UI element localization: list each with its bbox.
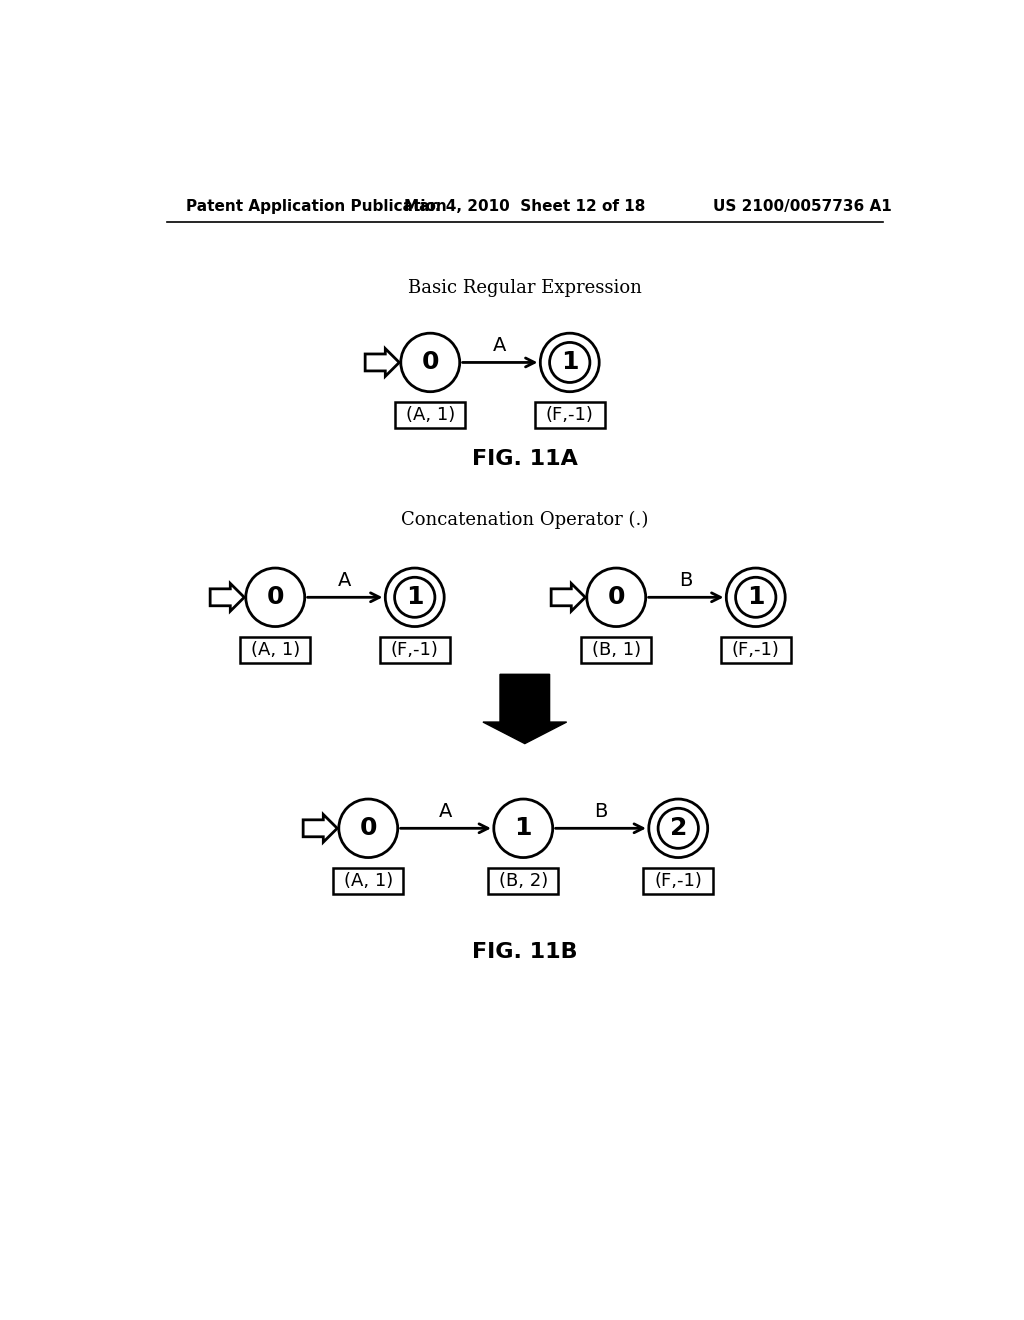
Text: A: A <box>494 335 507 355</box>
Circle shape <box>587 568 646 627</box>
Text: 1: 1 <box>746 585 765 610</box>
FancyBboxPatch shape <box>380 636 450 663</box>
Text: (A, 1): (A, 1) <box>406 405 455 424</box>
Text: (F,-1): (F,-1) <box>732 640 779 659</box>
Polygon shape <box>551 583 586 611</box>
Circle shape <box>246 568 305 627</box>
FancyBboxPatch shape <box>535 401 604 428</box>
Text: 1: 1 <box>514 816 532 841</box>
Circle shape <box>339 799 397 858</box>
Text: FIG. 11B: FIG. 11B <box>472 941 578 961</box>
Text: FIG. 11A: FIG. 11A <box>472 449 578 469</box>
Text: (F,-1): (F,-1) <box>546 405 594 424</box>
Text: Mar. 4, 2010  Sheet 12 of 18: Mar. 4, 2010 Sheet 12 of 18 <box>404 198 645 214</box>
FancyBboxPatch shape <box>395 401 465 428</box>
Text: 1: 1 <box>406 585 424 610</box>
Text: 2: 2 <box>670 816 687 841</box>
FancyBboxPatch shape <box>241 636 310 663</box>
Text: US 2100/0057736 A1: US 2100/0057736 A1 <box>713 198 892 214</box>
Polygon shape <box>303 814 337 842</box>
Circle shape <box>400 333 460 392</box>
Text: Patent Application Publication: Patent Application Publication <box>186 198 446 214</box>
Circle shape <box>494 799 553 858</box>
Polygon shape <box>210 583 245 611</box>
Text: (A, 1): (A, 1) <box>344 871 393 890</box>
Text: (F,-1): (F,-1) <box>654 871 702 890</box>
Circle shape <box>649 799 708 858</box>
Circle shape <box>541 333 599 392</box>
FancyBboxPatch shape <box>721 636 791 663</box>
Circle shape <box>385 568 444 627</box>
Text: Concatenation Operator (.): Concatenation Operator (.) <box>401 511 648 529</box>
Text: (F,-1): (F,-1) <box>391 640 438 659</box>
Text: A: A <box>439 801 453 821</box>
Circle shape <box>726 568 785 627</box>
Text: (A, 1): (A, 1) <box>251 640 300 659</box>
Text: A: A <box>338 570 351 590</box>
FancyBboxPatch shape <box>582 636 651 663</box>
FancyBboxPatch shape <box>488 867 558 894</box>
Text: 0: 0 <box>266 585 284 610</box>
Polygon shape <box>366 348 399 376</box>
Text: B: B <box>594 801 607 821</box>
Polygon shape <box>483 675 566 743</box>
FancyBboxPatch shape <box>334 867 403 894</box>
Text: 0: 0 <box>607 585 625 610</box>
FancyBboxPatch shape <box>643 867 713 894</box>
Text: Basic Regular Expression: Basic Regular Expression <box>408 279 642 297</box>
Text: B: B <box>679 570 692 590</box>
Text: (B, 1): (B, 1) <box>592 640 641 659</box>
Text: 0: 0 <box>422 350 439 375</box>
Text: 0: 0 <box>359 816 377 841</box>
Text: (B, 2): (B, 2) <box>499 871 548 890</box>
Text: 1: 1 <box>561 350 579 375</box>
